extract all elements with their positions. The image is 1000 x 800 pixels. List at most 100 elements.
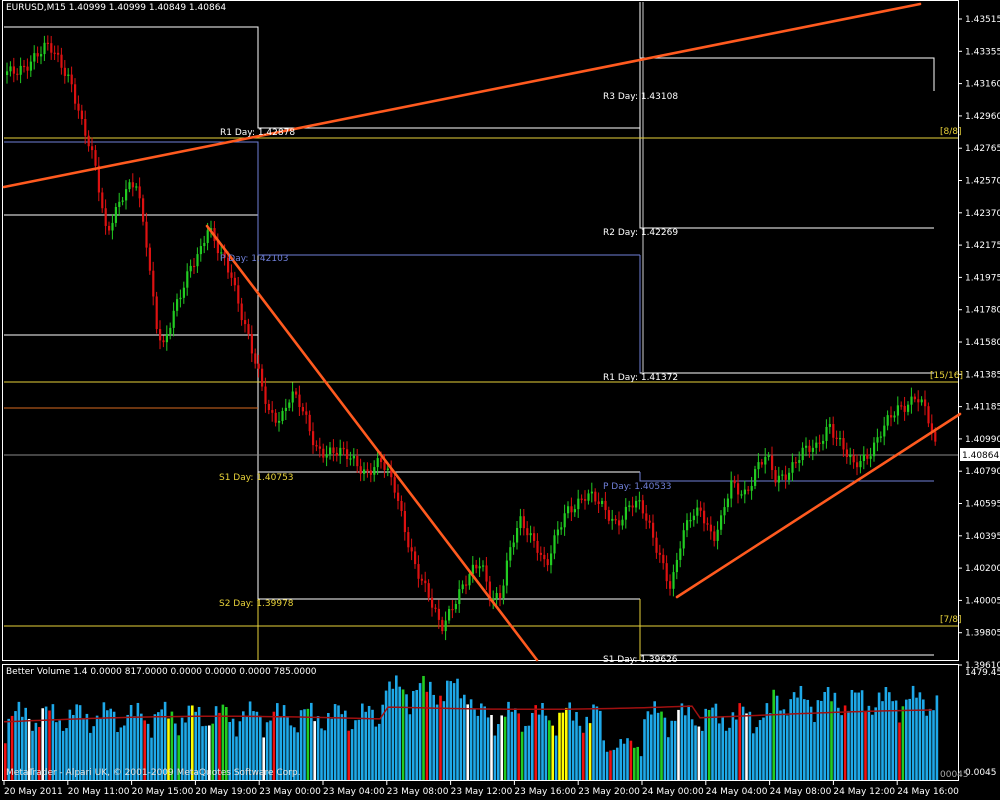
volume-bar [340, 714, 344, 780]
candle-body [689, 520, 692, 522]
volume-bar [235, 736, 238, 780]
candle-body [706, 523, 709, 525]
volume-bar [58, 720, 61, 780]
candle-body [444, 620, 447, 632]
volume-bar [187, 705, 191, 780]
price-tick-label: 1.42570 [965, 177, 1000, 187]
candle-body [434, 607, 437, 609]
volume-bar [500, 715, 503, 780]
volume-bar [503, 716, 507, 780]
volume-bar [609, 750, 612, 780]
candle-body [363, 469, 366, 474]
volume-bar [901, 706, 905, 780]
candle-body [699, 507, 702, 511]
volume-bar [922, 699, 925, 780]
volume-bar [840, 715, 843, 780]
candle-body [692, 515, 695, 521]
volume-moving-average [3, 705, 933, 723]
volume-bar [551, 725, 554, 780]
candle-body [618, 520, 621, 526]
volume-bar [918, 692, 922, 780]
candle-body [655, 537, 658, 553]
volume-bar [561, 712, 565, 780]
volume-bar [41, 708, 44, 780]
copyright-text: MetaTrader - Alpari UK, © 2001-2009 Meta… [6, 768, 301, 778]
volume-bar [31, 730, 34, 780]
volume-bar [762, 717, 765, 780]
volume-bar [935, 695, 939, 780]
trendline-falling[interactable] [205, 224, 539, 662]
time-tick-label: 24 May 16:00 [897, 787, 959, 797]
volume-bar [34, 722, 38, 780]
volume-bar [367, 705, 371, 780]
candle-body [176, 299, 179, 311]
volume-bar [218, 712, 221, 780]
volume-bar [191, 705, 194, 780]
candle-body [516, 527, 519, 543]
volume-bar [588, 723, 592, 780]
volume-bar [524, 725, 527, 780]
volume-bar [279, 716, 282, 780]
volume-bar [276, 703, 279, 780]
candle-body [723, 507, 726, 516]
candle-body [342, 447, 345, 450]
volume-bar [843, 705, 847, 780]
candle-body [244, 320, 247, 325]
trendline-rising-support[interactable] [675, 412, 962, 599]
volume-bar [306, 708, 310, 780]
candle-body [808, 445, 811, 452]
volume-bar [605, 751, 609, 780]
volume-bar [677, 709, 680, 780]
trendline-long-rising[interactable] [2, 2, 922, 189]
volume-bar [806, 699, 809, 780]
candle-body [587, 493, 590, 501]
candle-body [679, 548, 682, 560]
volume-bar [915, 697, 918, 780]
volume-bar [582, 732, 585, 780]
volume-bar [92, 726, 95, 780]
candle-body [621, 519, 624, 526]
volume-bar [442, 701, 446, 780]
volume-bar [242, 711, 245, 780]
volume-bar [95, 715, 99, 780]
volume-bar [908, 698, 911, 780]
candle-body [458, 589, 461, 604]
volume-bar [650, 714, 653, 780]
candle-body [29, 61, 32, 71]
volume-bar [466, 704, 469, 780]
candle-body [468, 574, 471, 586]
pivot-label-r1-day2: R1 Day: 1.41372 [603, 373, 679, 383]
volume-bar [731, 712, 735, 780]
candle-body [662, 554, 665, 564]
candle-body [529, 533, 532, 536]
volume-bar [10, 715, 14, 780]
volume-bar [616, 747, 619, 780]
volume-bar [690, 719, 694, 780]
candle-body [907, 404, 910, 412]
candle-body [267, 403, 270, 411]
candle-body [138, 186, 141, 199]
candle-body [397, 492, 400, 501]
volume-bar [816, 700, 820, 780]
volume-bar [347, 730, 350, 780]
volume-bar [541, 703, 544, 780]
candle-body [403, 510, 406, 533]
volume-bar [619, 739, 622, 780]
candle-body [682, 530, 685, 549]
candle-body [383, 462, 386, 470]
volume-bar [44, 706, 48, 780]
candle-body [856, 462, 859, 468]
candle-body [33, 53, 36, 62]
volume-bar [507, 701, 510, 780]
volume-bar [255, 711, 259, 780]
price-tick-label: 1.40395 [965, 532, 1000, 542]
volume-bar [282, 705, 286, 780]
volume-bar [694, 725, 697, 780]
candle-body [849, 455, 852, 458]
volume-bar [714, 703, 718, 780]
murrey-label-8-8: [8/8] [940, 127, 962, 137]
volume-bar [123, 725, 126, 780]
candle-body [893, 415, 896, 418]
murrey-label-7-8: [7/8] [940, 615, 962, 625]
